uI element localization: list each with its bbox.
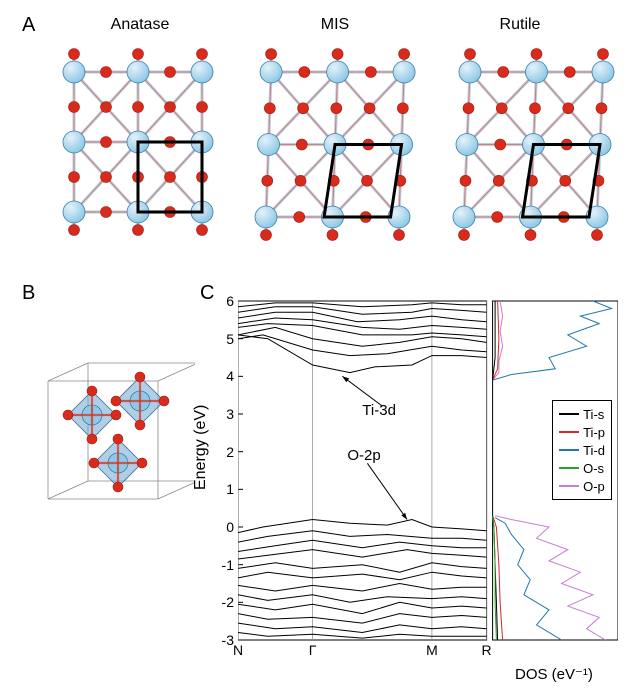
legend-label: Ti-s bbox=[583, 407, 604, 422]
kpath-label-0: N bbox=[228, 642, 248, 658]
struct-title-mis: MIS bbox=[295, 16, 375, 34]
kpath-label-1: Γ bbox=[303, 642, 323, 658]
legend-swatch bbox=[559, 467, 579, 469]
ytick-5: 5 bbox=[210, 331, 234, 347]
structure-anatase bbox=[48, 36, 228, 246]
legend-item-ti-s: Ti-s bbox=[559, 405, 605, 423]
struct-title-anatase: Anatase bbox=[80, 16, 200, 34]
structure-mis bbox=[240, 36, 425, 251]
legend-box: Ti-s Ti-p Ti-d O-s O-p bbox=[552, 400, 612, 500]
annotation-1: O-2p bbox=[347, 447, 380, 464]
kpath-label-2: M bbox=[422, 642, 442, 658]
legend-item-ti-d: Ti-d bbox=[559, 441, 605, 459]
legend-swatch bbox=[559, 449, 579, 451]
panel-b-label: B bbox=[22, 282, 35, 305]
annotation-0: Ti-3d bbox=[362, 402, 396, 419]
struct-title-rutile: Rutile bbox=[470, 16, 570, 34]
ytick-4: 4 bbox=[210, 368, 234, 384]
legend-swatch bbox=[559, 413, 579, 415]
ytick-6: 6 bbox=[210, 293, 234, 309]
ytick-2: 2 bbox=[210, 444, 234, 460]
structure-polyhedra bbox=[30, 355, 195, 530]
ytick--2: -2 bbox=[210, 594, 234, 610]
structure-rutile bbox=[438, 36, 623, 251]
legend-label: Ti-d bbox=[583, 443, 605, 458]
legend-label: O-s bbox=[583, 461, 604, 476]
legend-item-o-p: O-p bbox=[559, 477, 605, 495]
ylabel-energy: Energy (eV) bbox=[192, 405, 210, 490]
legend-swatch bbox=[559, 431, 579, 433]
legend-label: Ti-p bbox=[583, 425, 605, 440]
ytick-3: 3 bbox=[210, 406, 234, 422]
legend-item-o-s: O-s bbox=[559, 459, 605, 477]
legend-label: O-p bbox=[583, 479, 605, 494]
ytick-1: 1 bbox=[210, 481, 234, 497]
legend-item-ti-p: Ti-p bbox=[559, 423, 605, 441]
kpath-label-3: R bbox=[477, 642, 497, 658]
panel-a-label: A bbox=[22, 14, 35, 37]
ytick-0: 0 bbox=[210, 519, 234, 535]
xlabel-dos: DOS (eV⁻¹) bbox=[515, 665, 593, 683]
legend-swatch bbox=[559, 485, 579, 487]
ytick--1: -1 bbox=[210, 557, 234, 573]
